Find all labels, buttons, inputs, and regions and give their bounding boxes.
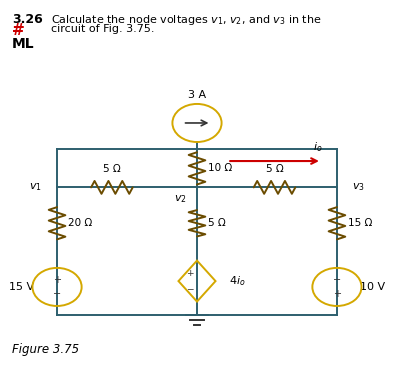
Text: −: − [333, 274, 341, 285]
Text: ML: ML [12, 37, 34, 51]
Text: −: − [53, 289, 61, 299]
Text: $v_3$: $v_3$ [352, 182, 365, 193]
Text: +: + [186, 269, 194, 278]
Text: +: + [53, 274, 61, 285]
Text: #: # [12, 23, 24, 38]
Text: $4i_o$: $4i_o$ [229, 274, 246, 288]
Text: 3 A: 3 A [188, 90, 206, 100]
Text: $v_1$: $v_1$ [29, 182, 42, 193]
Text: 5 Ω: 5 Ω [266, 164, 283, 174]
Text: +: + [333, 289, 341, 299]
Text: 15 Ω: 15 Ω [348, 218, 373, 228]
Text: −: − [186, 284, 194, 293]
Text: 10 Ω: 10 Ω [208, 163, 232, 173]
Text: Calculate the node voltages $v_1$, $v_2$, and $v_3$ in the: Calculate the node voltages $v_1$, $v_2$… [51, 13, 322, 27]
Text: $i_o$: $i_o$ [313, 140, 323, 154]
Text: 3.26: 3.26 [12, 13, 43, 26]
Text: 15 V: 15 V [9, 282, 34, 292]
Text: 5 Ω: 5 Ω [208, 218, 226, 228]
Text: $v_2$: $v_2$ [174, 193, 186, 205]
Text: circuit of Fig. 3.75.: circuit of Fig. 3.75. [51, 24, 155, 34]
Text: Figure 3.75: Figure 3.75 [12, 343, 79, 356]
Text: 10 V: 10 V [360, 282, 385, 292]
Text: 20 Ω: 20 Ω [69, 218, 93, 228]
Text: 5 Ω: 5 Ω [103, 164, 121, 174]
